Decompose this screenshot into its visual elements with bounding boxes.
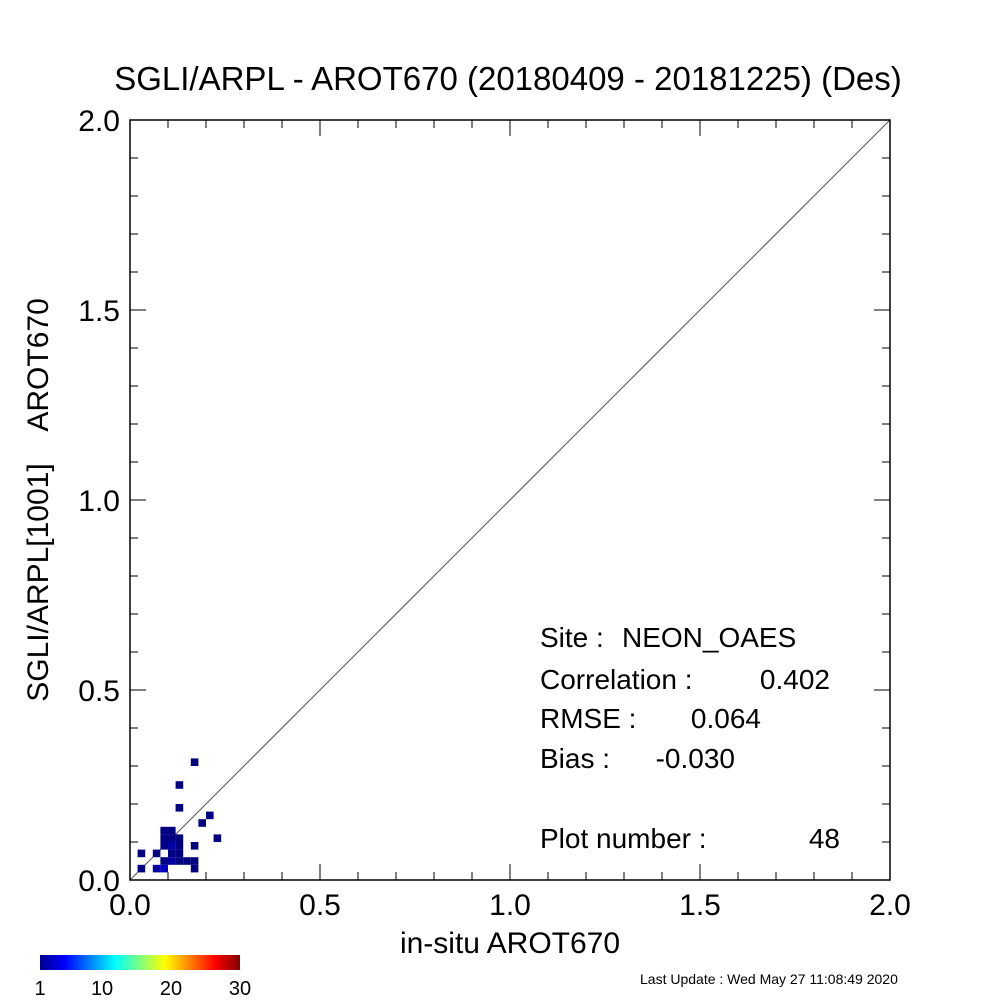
density-cell bbox=[137, 864, 146, 873]
colorbar bbox=[40, 955, 240, 970]
density-cell bbox=[190, 864, 199, 873]
density-cell bbox=[175, 804, 184, 812]
density-cell bbox=[160, 842, 168, 850]
colorbar-tick-labels: 1 10 20 30 bbox=[34, 978, 251, 1000]
y-tick-label: 2.0 bbox=[78, 105, 120, 138]
density-cell bbox=[152, 849, 161, 858]
density-cell bbox=[213, 834, 222, 842]
correlation-value: 0.402 bbox=[760, 664, 830, 695]
density-cell bbox=[183, 857, 191, 865]
density-cell bbox=[168, 834, 176, 842]
x-tick-label: 0.0 bbox=[109, 889, 151, 922]
colorbar-tick-label: 30 bbox=[229, 978, 251, 1000]
correlation-label: Correlation : bbox=[540, 664, 693, 695]
density-cell bbox=[168, 842, 176, 850]
density-cell bbox=[175, 781, 184, 789]
x-tick-label: 1.5 bbox=[679, 889, 721, 922]
density-cell bbox=[160, 857, 168, 865]
stats-block: Site : NEON_OAES Correlation : 0.402 RMS… bbox=[540, 622, 840, 854]
y-tick-label: 1.5 bbox=[78, 295, 120, 328]
colorbar-tick-label: 10 bbox=[91, 978, 113, 1000]
density-cell bbox=[175, 834, 184, 842]
last-update: Last Update : Wed May 27 11:08:49 2020 bbox=[640, 971, 898, 987]
chart-title: SGLI/ARPL - AROT670 (20180409 - 20181225… bbox=[114, 60, 902, 97]
density-cell bbox=[168, 849, 176, 858]
density-cell bbox=[198, 819, 206, 827]
bias-label: Bias : bbox=[540, 743, 610, 774]
density-cell bbox=[190, 857, 199, 865]
rmse-label: RMSE : bbox=[540, 703, 636, 734]
plot-frame bbox=[129, 119, 891, 881]
density-cell bbox=[190, 842, 199, 850]
x-tick-label: 0.5 bbox=[299, 889, 341, 922]
density-cell bbox=[206, 811, 214, 820]
axis-tick-labels: 0.0 0.5 1.0 1.5 2.0 0.0 0.5 1.0 1.5 2.0 bbox=[78, 105, 911, 922]
plot-number-value: 48 bbox=[809, 823, 840, 854]
density-cell bbox=[137, 849, 146, 858]
one-to-one-line bbox=[129, 119, 891, 881]
density-cell bbox=[175, 857, 184, 865]
density-cell bbox=[160, 864, 168, 873]
x-tick-label: 1.0 bbox=[489, 889, 531, 922]
plot-number-label: Plot number : bbox=[540, 823, 707, 854]
y-tick-label: 0.5 bbox=[78, 675, 120, 708]
density-cells bbox=[137, 758, 222, 873]
bias-value: -0.030 bbox=[656, 743, 735, 774]
density-cell bbox=[168, 826, 176, 835]
y-tick-label: 0.0 bbox=[78, 865, 120, 898]
x-axis-label: in-situ AROT670 bbox=[400, 927, 620, 960]
density-cell bbox=[175, 842, 184, 850]
density-cell bbox=[190, 758, 199, 766]
x-tick-label: 2.0 bbox=[869, 889, 911, 922]
rmse-value: 0.064 bbox=[691, 703, 761, 734]
colorbar-tick-label: 1 bbox=[34, 978, 45, 1000]
density-cell bbox=[175, 849, 184, 858]
y-tick-label: 1.0 bbox=[78, 485, 120, 518]
site-value: NEON_OAES bbox=[622, 622, 796, 653]
site-label: Site : bbox=[540, 622, 604, 653]
density-cell bbox=[160, 834, 168, 842]
density-cell bbox=[152, 864, 161, 873]
density-cell bbox=[160, 826, 168, 835]
y-axis-label: SGLI/ARPL[1001] AROT670 bbox=[22, 298, 55, 702]
colorbar-tick-label: 20 bbox=[160, 978, 182, 1000]
density-cell bbox=[168, 857, 176, 865]
